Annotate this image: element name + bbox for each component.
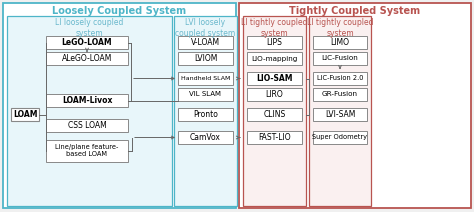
Text: Loosely Coupled System: Loosely Coupled System — [53, 6, 187, 16]
Bar — [247, 131, 302, 144]
Bar — [239, 3, 471, 208]
Bar — [313, 36, 367, 49]
Bar — [11, 108, 39, 121]
Text: Super Odometry: Super Odometry — [312, 134, 367, 141]
Text: ALeGO-LOAM: ALeGO-LOAM — [62, 54, 112, 63]
Text: VIL SLAM: VIL SLAM — [190, 92, 221, 98]
Text: Handheld SLAM: Handheld SLAM — [181, 76, 230, 81]
Text: LIMO: LIMO — [330, 38, 349, 47]
Bar — [46, 36, 128, 49]
Bar — [46, 119, 128, 132]
Text: LIC-Fusion 2.0: LIC-Fusion 2.0 — [317, 75, 363, 81]
Text: LI tightly coupled
system: LI tightly coupled system — [241, 18, 308, 38]
Bar — [178, 52, 233, 65]
Bar — [178, 131, 233, 144]
Bar — [174, 16, 237, 206]
Text: Line/plane feature-
based LOAM: Line/plane feature- based LOAM — [55, 145, 118, 158]
Text: LVI-SAM: LVI-SAM — [325, 110, 355, 119]
Text: LIO-mapping: LIO-mapping — [251, 56, 298, 61]
Text: LOAM: LOAM — [13, 110, 37, 119]
Bar — [243, 16, 306, 206]
Text: CLINS: CLINS — [264, 110, 286, 119]
Bar — [247, 108, 302, 121]
Text: LIC-Fusion: LIC-Fusion — [322, 56, 358, 61]
Text: LVI loosely
coupled system: LVI loosely coupled system — [175, 18, 236, 38]
Bar — [46, 140, 128, 162]
Text: CSS LOAM: CSS LOAM — [68, 121, 106, 130]
Text: FAST-LIO: FAST-LIO — [258, 133, 291, 142]
Text: LIRO: LIRO — [265, 90, 283, 99]
Text: LOAM-Livox: LOAM-Livox — [62, 96, 112, 105]
Text: LIPS: LIPS — [266, 38, 283, 47]
Bar — [178, 72, 233, 85]
Text: LI loosely coupled
system: LI loosely coupled system — [55, 18, 124, 38]
Bar — [309, 16, 371, 206]
Bar — [247, 72, 302, 85]
Text: V-LOAM: V-LOAM — [191, 38, 220, 47]
Bar — [178, 88, 233, 101]
Bar — [46, 52, 128, 65]
Text: CamVox: CamVox — [190, 133, 221, 142]
Bar — [178, 108, 233, 121]
Text: Pronto: Pronto — [193, 110, 218, 119]
Text: Tightly Coupled System: Tightly Coupled System — [290, 6, 420, 16]
Text: LeGO-LOAM: LeGO-LOAM — [62, 38, 112, 47]
Bar — [313, 88, 367, 101]
Bar — [313, 72, 367, 85]
Bar — [7, 16, 172, 206]
Text: LIO-SAM: LIO-SAM — [256, 74, 293, 83]
Bar — [313, 108, 367, 121]
Bar — [313, 131, 367, 144]
Bar — [178, 36, 233, 49]
Bar — [313, 52, 367, 65]
Text: LVIOM: LVIOM — [194, 54, 217, 63]
Bar — [3, 3, 236, 208]
Text: LI tightly coupled
system: LI tightly coupled system — [307, 18, 373, 38]
Bar — [247, 36, 302, 49]
Bar — [247, 52, 302, 65]
Bar — [46, 94, 128, 107]
Text: GR-Fusion: GR-Fusion — [322, 92, 358, 98]
Bar — [247, 88, 302, 101]
